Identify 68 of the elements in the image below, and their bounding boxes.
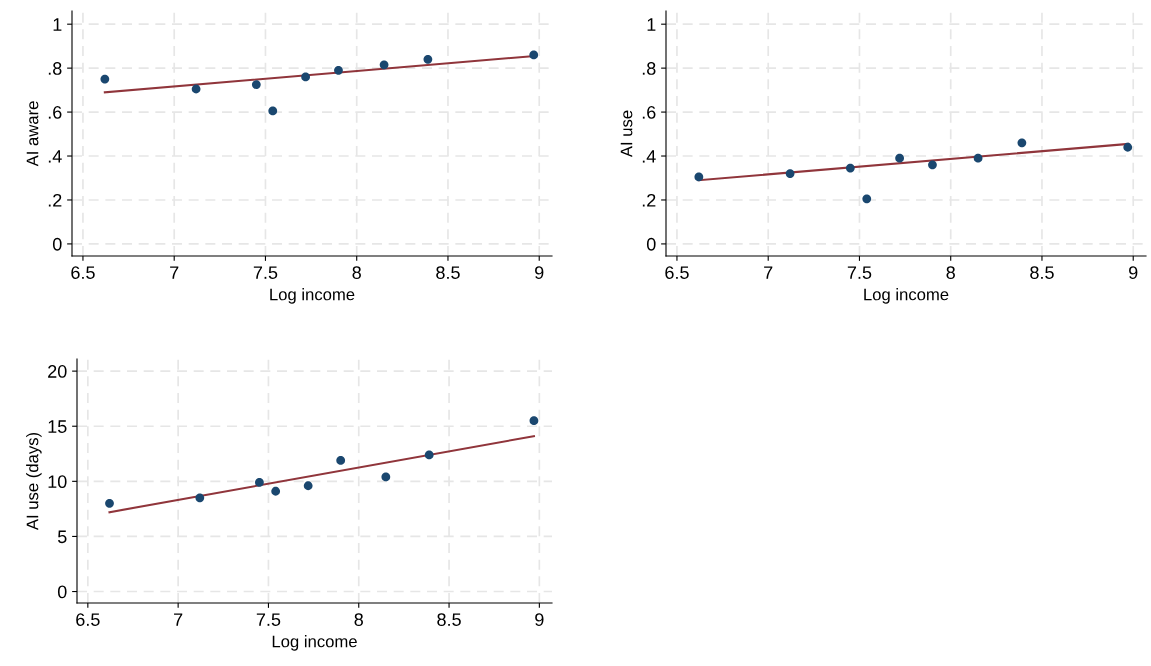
y-tick-label: 0 <box>646 237 656 251</box>
x-tick-label: 8.5 <box>437 613 461 626</box>
y-tick-label: .8 <box>642 62 656 75</box>
x-axis-title: Log income <box>270 288 355 304</box>
y-tick-label: 1 <box>647 18 656 31</box>
y-axis-title: AI use (days) <box>26 432 42 531</box>
point <box>1017 138 1027 148</box>
y-tick-label: 20 <box>48 365 67 378</box>
y-axis-title: AI aware <box>26 101 39 167</box>
x-tick-label: 7.5 <box>847 266 872 279</box>
y-tick-label: 10 <box>48 475 67 489</box>
y-tick-label: .2 <box>48 193 62 207</box>
x-tick-label: 7 <box>174 613 183 626</box>
x-tick-label: 8.5 <box>1030 266 1054 279</box>
point <box>785 169 795 178</box>
point <box>423 54 433 64</box>
point <box>973 153 983 163</box>
x-tick-label: 6.5 <box>76 613 100 626</box>
point <box>251 80 261 89</box>
x-tick-label: 7.5 <box>253 266 278 279</box>
point <box>195 493 205 503</box>
x-tick-label: 8 <box>352 266 361 279</box>
x-axis-title: Log income <box>864 288 949 304</box>
y-tick-label: .8 <box>48 62 62 75</box>
y-tick-label: .6 <box>642 106 656 119</box>
x-tick-label: 7.5 <box>256 613 281 626</box>
x-tick-label: 7 <box>170 266 179 279</box>
x-tick-label: 9 <box>535 613 544 626</box>
point <box>424 450 434 460</box>
y-tick-label: 1 <box>53 18 62 31</box>
point <box>694 172 704 182</box>
point <box>191 84 201 94</box>
point <box>381 472 391 482</box>
x-axis-title: Log income <box>272 635 357 651</box>
point <box>928 160 937 170</box>
y-tick-label: 0 <box>57 585 67 599</box>
x-tick-label: 6.5 <box>71 266 95 279</box>
x-tick-label: 8.5 <box>436 266 460 279</box>
x-tick-label: 7 <box>764 266 773 279</box>
y-tick-label: 15 <box>48 420 67 433</box>
y-tick-label: 5 <box>57 530 67 544</box>
x-tick-label: 8 <box>946 266 955 279</box>
point <box>336 456 346 465</box>
x-tick-label: 6.5 <box>665 266 689 279</box>
point <box>255 478 264 487</box>
x-tick-label: 9 <box>1129 266 1138 279</box>
x-tick-label: 8 <box>354 613 363 626</box>
point <box>271 486 281 496</box>
point <box>334 65 343 75</box>
y-tick-label: .2 <box>642 193 656 207</box>
point <box>529 50 539 60</box>
point <box>303 481 313 491</box>
point <box>529 416 539 426</box>
point <box>379 60 389 70</box>
point <box>100 74 110 84</box>
point <box>105 498 114 508</box>
y-axis-title: AI use <box>620 110 633 158</box>
y-tick-label: .6 <box>48 106 62 119</box>
point <box>845 163 855 173</box>
y-tick-label: 0 <box>52 237 62 251</box>
point <box>862 194 872 204</box>
point <box>895 153 904 163</box>
y-tick-label: .4 <box>48 150 62 163</box>
x-tick-label: 9 <box>535 266 544 279</box>
y-tick-label: .4 <box>642 150 656 163</box>
point <box>268 106 278 116</box>
point <box>301 72 310 82</box>
point <box>1123 142 1133 152</box>
